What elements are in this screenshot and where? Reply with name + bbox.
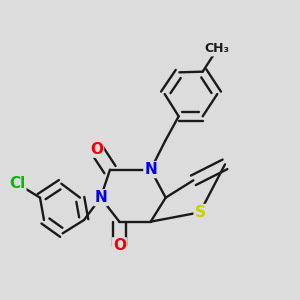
Text: S: S (194, 205, 206, 220)
Text: N: N (94, 190, 107, 205)
Text: CH₃: CH₃ (205, 43, 230, 56)
Text: N: N (144, 162, 157, 177)
Text: O: O (113, 238, 126, 253)
Text: Cl: Cl (9, 176, 26, 191)
Text: O: O (90, 142, 103, 157)
